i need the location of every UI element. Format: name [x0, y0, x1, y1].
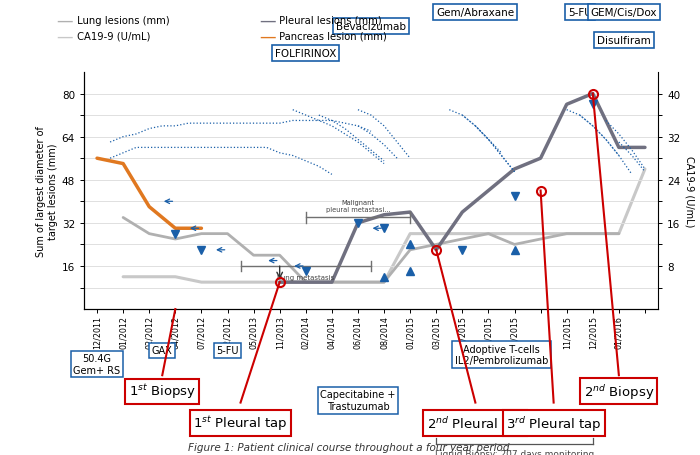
- Text: 2$^{nd}$ Pleural tap: 2$^{nd}$ Pleural tap: [426, 414, 524, 433]
- Text: —: —: [56, 27, 73, 46]
- Text: Adoptive T-cells
IL2/Pembrolizumab: Adoptive T-cells IL2/Pembrolizumab: [455, 344, 548, 366]
- Text: Disulfiram: Disulfiram: [597, 35, 651, 46]
- Text: Lung metastasis: Lung metastasis: [277, 274, 335, 280]
- Text: 5-FU: 5-FU: [216, 345, 239, 355]
- Text: 2$^{nd}$ Biopsy: 2$^{nd}$ Biopsy: [584, 382, 654, 401]
- Text: —: —: [259, 27, 276, 46]
- Text: 50.4G
Gem+ RS: 50.4G Gem+ RS: [74, 353, 120, 375]
- Text: GEM/Cis/Dox: GEM/Cis/Dox: [591, 8, 657, 18]
- Text: 1$^{st}$ Biopsy: 1$^{st}$ Biopsy: [129, 382, 196, 400]
- Text: —: —: [259, 11, 276, 30]
- Text: GAX: GAX: [152, 345, 173, 355]
- Y-axis label: Sum of largest diameter of
target lesions (mm): Sum of largest diameter of target lesion…: [36, 126, 57, 257]
- Text: CA19-9 (U/mL): CA19-9 (U/mL): [74, 31, 150, 41]
- Text: 1$^{st}$ Pleural tap: 1$^{st}$ Pleural tap: [193, 414, 288, 432]
- Text: Figure 1: Patient clinical course throughout a four year period.: Figure 1: Patient clinical course throug…: [188, 442, 512, 452]
- Text: Bevacizumab: Bevacizumab: [336, 22, 406, 32]
- Text: 3$^{rd}$ Pleural tap: 3$^{rd}$ Pleural tap: [506, 414, 601, 433]
- Y-axis label: CA19-9 (U/mL): CA19-9 (U/mL): [684, 156, 694, 227]
- Text: Pancreas lesion (mm): Pancreas lesion (mm): [276, 31, 387, 41]
- Text: Liquid Biopsy: 207 days monitoring: Liquid Biopsy: 207 days monitoring: [435, 449, 594, 455]
- Text: —: —: [56, 11, 73, 30]
- Text: Capecitabine +
Trastuzumab: Capecitabine + Trastuzumab: [321, 389, 396, 411]
- Text: Gem/Abraxane: Gem/Abraxane: [436, 8, 514, 18]
- Text: Malignant
pleural metastasi...: Malignant pleural metastasi...: [326, 200, 391, 212]
- Text: Lung lesions (mm): Lung lesions (mm): [74, 15, 169, 25]
- Text: 5-FU: 5-FU: [568, 8, 592, 18]
- Text: FOLFIRINOX: FOLFIRINOX: [275, 49, 337, 59]
- Text: Pleural lesions (mm): Pleural lesions (mm): [276, 15, 382, 25]
